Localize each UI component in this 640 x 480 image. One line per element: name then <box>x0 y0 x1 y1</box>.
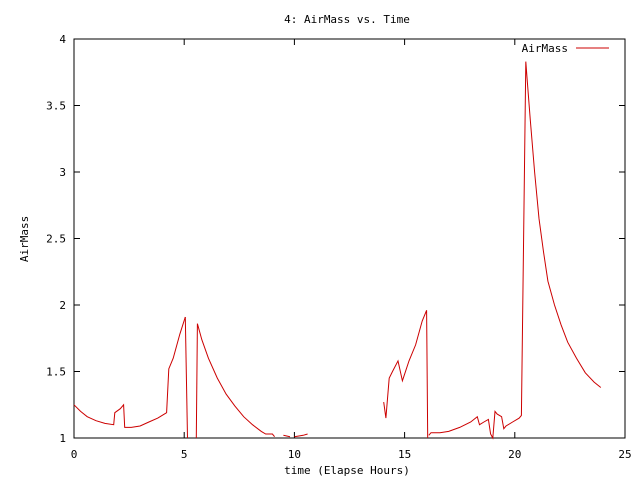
y-tick-label: 2.5 <box>46 233 66 246</box>
series-line-airmass <box>283 434 291 438</box>
y-tick-label: 3.5 <box>46 100 66 113</box>
x-axis-label: time (Elapse Hours) <box>284 464 410 477</box>
y-tick-label: 1.5 <box>46 366 66 379</box>
series-group <box>73 61 602 440</box>
x-tick-label: 15 <box>398 448 411 461</box>
series-line-airmass <box>73 316 186 428</box>
series-line-airmass <box>383 310 429 439</box>
chart-title: 4: AirMass vs. Time <box>284 13 410 26</box>
x-tick-label: 5 <box>181 448 188 461</box>
y-tick-label: 3 <box>59 166 66 179</box>
x-tick-label: 25 <box>618 448 631 461</box>
y-tick-label: 1 <box>59 432 66 445</box>
x-tick-label: 10 <box>288 448 301 461</box>
axis-ticks: 0 5 10 15 20 25 1 1.5 2 2.5 3 3.5 4 <box>46 33 632 461</box>
series-line-airmass <box>428 61 602 440</box>
x-tick-label: 0 <box>71 448 78 461</box>
x-tick-label: 20 <box>508 448 521 461</box>
legend-label: AirMass <box>522 42 568 55</box>
series-line-airmass <box>294 433 308 438</box>
y-tick-label: 4 <box>59 33 66 46</box>
plot-frame <box>73 38 626 439</box>
legend: AirMass <box>522 42 609 55</box>
series-line-airmass <box>184 316 188 439</box>
series-line-airmass <box>195 323 275 439</box>
y-axis-label: AirMass <box>18 216 31 262</box>
y-tick-label: 2 <box>59 299 66 312</box>
